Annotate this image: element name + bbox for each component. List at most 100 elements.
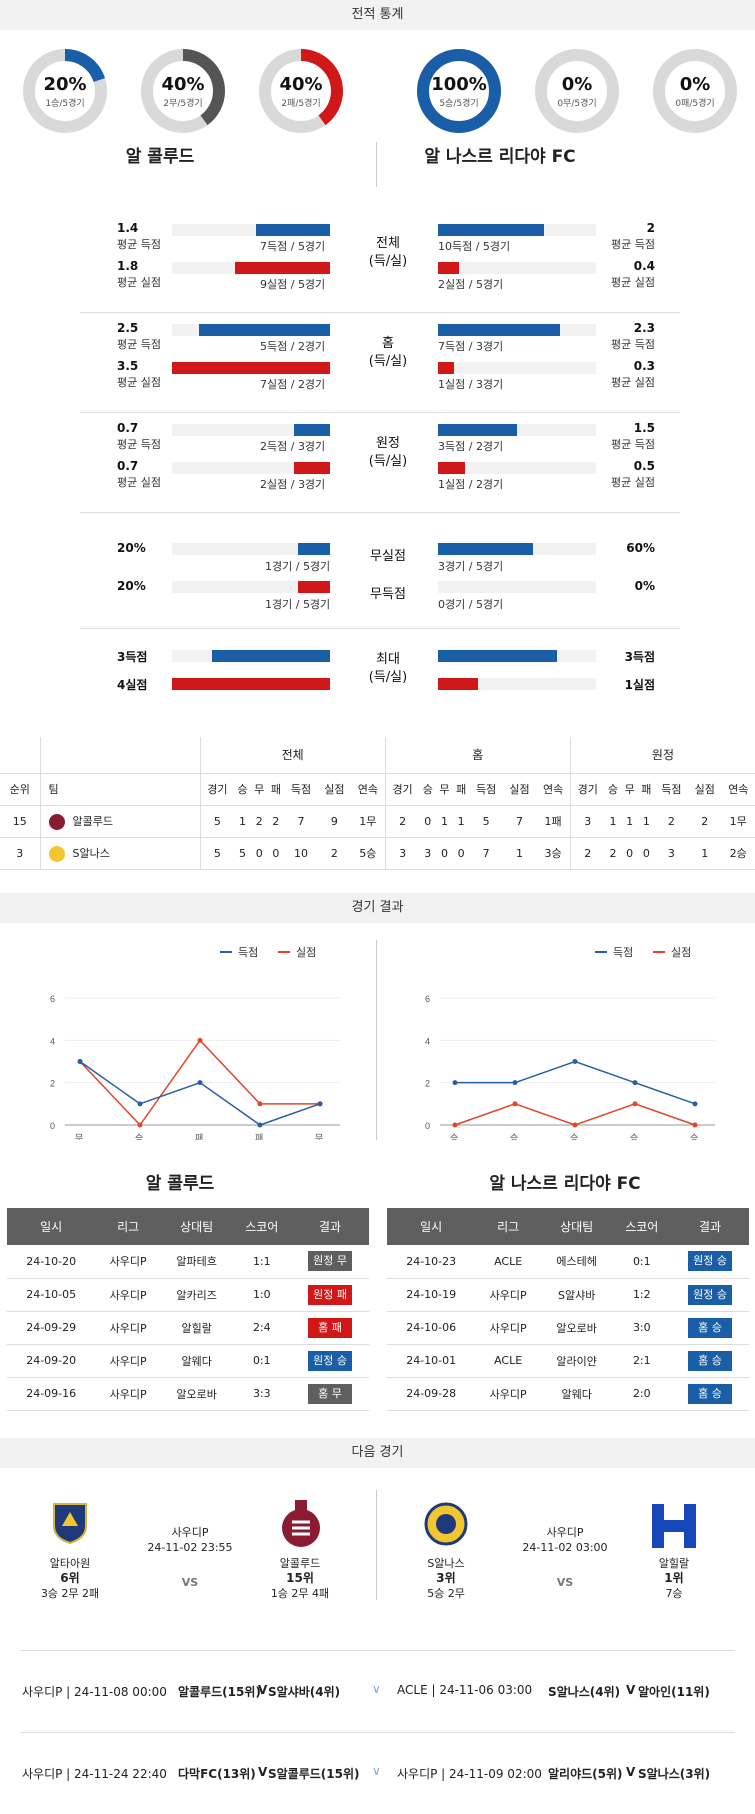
stat-value: 0.7 [117, 421, 139, 435]
column-header: 승 [419, 773, 437, 806]
column-header: 연속 [721, 773, 755, 806]
result-cell: 2:4 [232, 1311, 292, 1345]
next-team-record: 5승 2무 [427, 1587, 465, 1600]
scored-point [257, 1122, 263, 1128]
column-header: 일시 [7, 1208, 96, 1245]
chevron-down-icon[interactable]: ∨ [372, 1682, 381, 1696]
result-badge: 원정 무 [308, 1251, 353, 1272]
stat-count: 10득점 / 5경기 [438, 240, 511, 253]
stat-bar [172, 678, 330, 690]
stat-label: 평균 득점 [611, 338, 655, 351]
upcoming-team: 알리야드(5위) [548, 1767, 623, 1781]
x-tick-label: 패 [255, 1133, 263, 1140]
stat-count: 7득점 / 5경기 [260, 240, 326, 253]
stat-cell: 1 [621, 805, 639, 838]
next-team-name: 알힐랄 [658, 1557, 690, 1570]
stat-value: 4실점 [117, 678, 148, 692]
standings-row: 15 알콜루드 5 1 2 2 7 9 1무 2 0 1 1 5 7 1패 3 1 1 1 2 2 1무 [0, 805, 755, 838]
donut-track [535, 49, 619, 133]
stat-value: 60% [626, 541, 655, 555]
divider [80, 628, 680, 629]
donut-arc [259, 49, 343, 133]
stat-label: 평균 실점 [117, 476, 161, 489]
next-league: 사우디P [546, 1526, 584, 1539]
stat-count: 3경기 / 5경기 [438, 560, 504, 573]
column-header: 실점 [317, 773, 352, 806]
stat-value: 3득점 [117, 650, 148, 664]
group-home: 홈 [384, 737, 571, 774]
upcoming-league-time: 사우디P | 24-11-09 02:00 [397, 1767, 542, 1781]
scored-point [317, 1101, 323, 1107]
upcoming-vs: V [626, 1683, 636, 1697]
result-cell: 알오로바 [540, 1311, 613, 1345]
group-total: 전체 [199, 737, 386, 774]
stat-cell: 0 [452, 837, 470, 870]
next-time: 24-11-02 23:55 [147, 1541, 233, 1554]
result-row: 24-10-06 사우디P 알오로바 3:0 홈 승 [387, 1311, 749, 1345]
category-label: 원정 [376, 436, 400, 451]
legend-scored: 득점 [613, 946, 633, 959]
scored-line [79, 1060, 321, 1126]
result-row: 24-10-05 사우디P 알카리즈 1:0 원정 패 [7, 1278, 369, 1312]
next-team-record: 7승 [665, 1587, 683, 1600]
stat-bar [293, 462, 330, 474]
donut-chart: 40% 2패/5경기 [258, 48, 344, 134]
stat-bar [438, 324, 560, 336]
upcoming-opponent: 알아인(11위) [638, 1685, 710, 1699]
scored-point [692, 1101, 698, 1107]
group-away: 원정 [569, 737, 755, 774]
result-cell: 홈 승 [671, 1311, 749, 1345]
stat-cell: 10 [284, 837, 318, 870]
y-tick-label: 0 [425, 1121, 430, 1131]
stat-count: 9실점 / 5경기 [260, 278, 326, 291]
y-tick-label: 4 [425, 1036, 430, 1046]
upcoming-team: S알나스(4위) [548, 1685, 621, 1699]
donut-ring [259, 49, 343, 133]
team-logo-alhilal [648, 1500, 700, 1552]
conceded-line [454, 1103, 696, 1126]
stat-cell: 0 [621, 837, 639, 870]
result-cell: 2:0 [612, 1377, 672, 1411]
stat-bar [438, 424, 517, 436]
section-header-results: 경기 결과 [0, 893, 755, 923]
stat-label: 평균 실점 [611, 276, 655, 289]
stat-cell: 2 [688, 805, 722, 838]
stat-bar [438, 650, 557, 662]
stat-count: 1실점 / 3경기 [438, 378, 504, 391]
result-cell: 24-10-06 [387, 1311, 476, 1345]
column-header: 무 [250, 773, 268, 806]
chevron-down-icon[interactable]: ∨ [372, 1764, 381, 1778]
x-tick-label: 승 [630, 1133, 638, 1140]
result-cell: 24-09-29 [7, 1311, 96, 1345]
team-name: S알나스 [72, 846, 110, 860]
stat-cell: 2 [654, 805, 689, 838]
stat-cell: 2 [604, 837, 622, 870]
stat-bar [438, 262, 459, 274]
result-cell: 24-09-20 [7, 1344, 96, 1378]
divider [20, 1650, 735, 1651]
team-cell[interactable]: 알콜루드 [39, 805, 200, 838]
stat-bar [438, 678, 478, 690]
result-row: 24-10-01 ACLE 알라이얀 2:1 홈 승 [387, 1344, 749, 1378]
stat-count: 5득점 / 2경기 [260, 340, 326, 353]
team-icon [48, 813, 65, 830]
result-cell: 사우디P [95, 1245, 161, 1279]
result-cell: 원정 무 [291, 1245, 369, 1279]
bar-track [172, 462, 330, 474]
stat-cell: 1패 [536, 805, 571, 838]
team-cell[interactable]: S알나스 [39, 837, 200, 870]
stat-count: 2득점 / 3경기 [260, 440, 326, 453]
result-badge: 원정 패 [308, 1284, 353, 1305]
stat-cell: 7 [284, 805, 318, 838]
standings-group-row: 전체 홈 원정 [0, 737, 755, 774]
result-cell: 알카리즈 [160, 1278, 233, 1312]
scored-point [137, 1101, 143, 1107]
team-logo-alkholood [280, 1498, 322, 1548]
y-tick-label: 6 [50, 994, 55, 1004]
column-header: 승 [604, 773, 622, 806]
donut-percent: 100% [431, 74, 487, 95]
team-name: 알콜루드 [72, 814, 113, 828]
result-cell: 24-10-05 [7, 1278, 96, 1312]
stat-label: 평균 실점 [611, 476, 655, 489]
donut-percent: 0% [679, 74, 711, 95]
